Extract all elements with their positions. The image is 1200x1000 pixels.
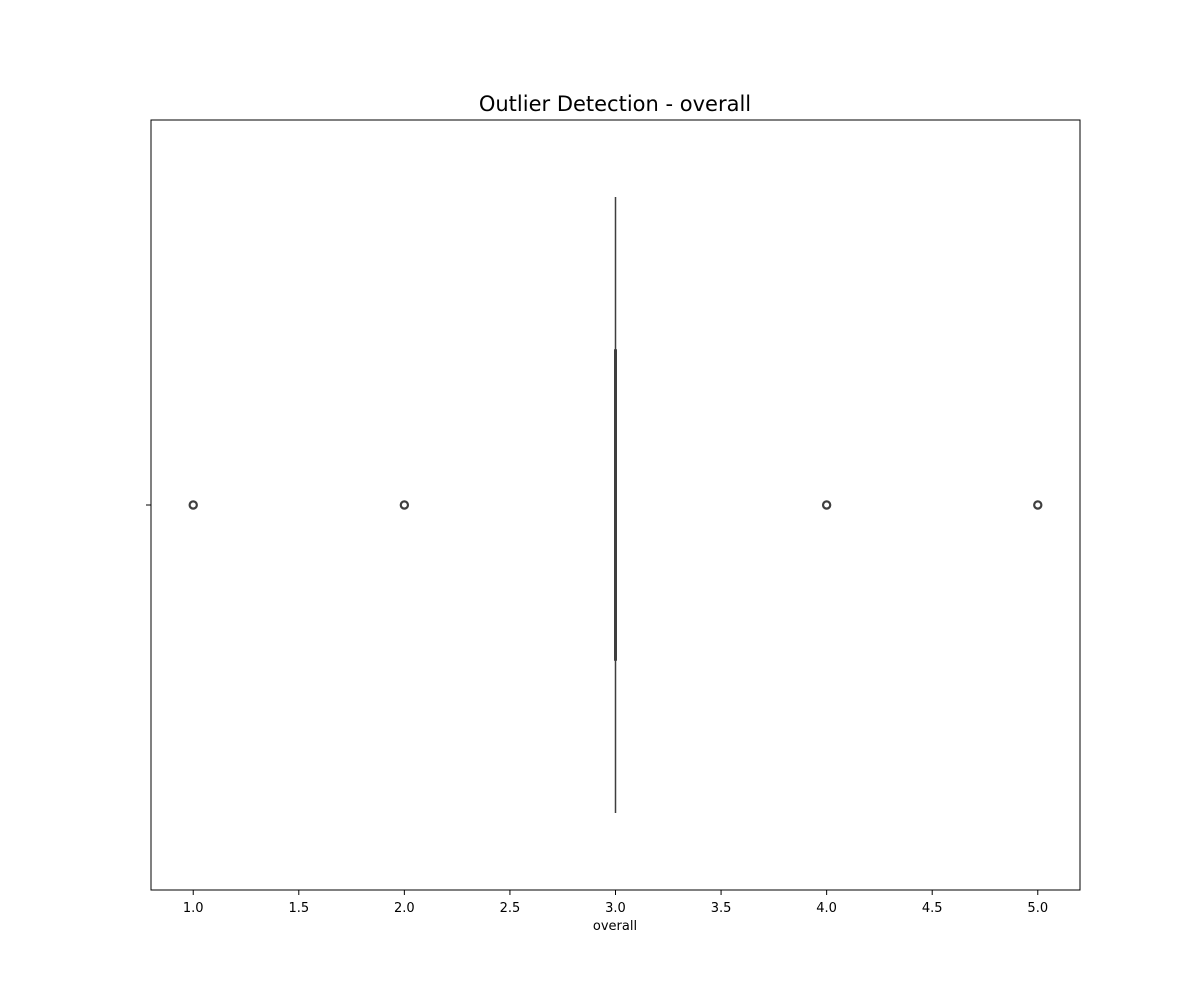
- outlier-point: [188, 500, 198, 510]
- outlier-point: [821, 500, 832, 510]
- x-tick-label: 2.5: [500, 901, 521, 916]
- x-tick-label: 1.0: [183, 901, 204, 916]
- plot-area: [188, 197, 1043, 813]
- x-tick-label: 5.0: [1027, 901, 1048, 916]
- x-tick-label: 1.5: [288, 901, 309, 916]
- x-tick-label: 4.0: [816, 901, 837, 916]
- x-tick-label: 3.5: [711, 901, 732, 916]
- x-axis-ticks: 1.0 1.5 2.0 2.5 3.0 3.5 4.0 4.5 5.0: [183, 890, 1048, 916]
- x-axis-label: overall: [593, 919, 637, 934]
- x-tick-label: 2.0: [394, 901, 415, 916]
- x-tick-label: 4.5: [922, 901, 943, 916]
- outlier-point: [399, 500, 410, 510]
- chart-title: Outlier Detection - overall: [479, 92, 751, 116]
- outlier-point: [1033, 500, 1043, 510]
- x-tick-label: 3.0: [605, 901, 626, 916]
